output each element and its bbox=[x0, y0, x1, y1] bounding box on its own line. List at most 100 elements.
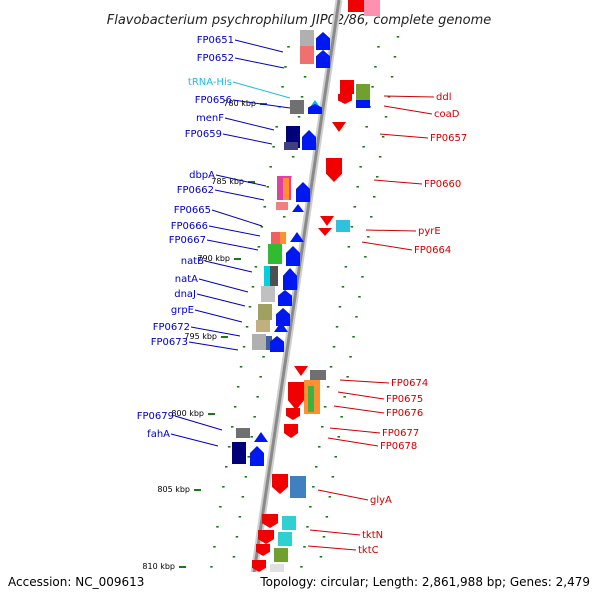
gene-feature[interactable] bbox=[292, 204, 304, 212]
gene-feature[interactable] bbox=[284, 142, 298, 150]
gene-feature[interactable] bbox=[338, 94, 352, 104]
gene-feature[interactable] bbox=[278, 290, 292, 306]
label-leader-line bbox=[379, 133, 429, 139]
gene-feature[interactable] bbox=[274, 322, 288, 332]
label-leader-line bbox=[194, 309, 243, 323]
gene-feature[interactable] bbox=[266, 336, 272, 350]
gene-feature[interactable] bbox=[252, 560, 266, 572]
gene-feature[interactable] bbox=[270, 336, 284, 352]
gene-label-fp0664[interactable]: FP0664 bbox=[414, 245, 451, 256]
gene-feature[interactable] bbox=[356, 84, 370, 100]
gene-label-pyre[interactable]: pyrE bbox=[418, 226, 441, 237]
gene-label-coad[interactable]: coaD bbox=[434, 109, 460, 120]
gene-feature[interactable] bbox=[348, 0, 364, 12]
gene-label-fp0656[interactable]: FP0656 bbox=[195, 95, 232, 106]
gene-feature[interactable] bbox=[276, 308, 290, 326]
gene-feature[interactable] bbox=[256, 320, 270, 332]
gene-feature[interactable] bbox=[308, 386, 314, 412]
track-dot bbox=[374, 66, 377, 68]
gene-feature[interactable] bbox=[232, 442, 246, 464]
gene-feature[interactable] bbox=[300, 30, 314, 46]
gene-feature[interactable] bbox=[290, 100, 304, 114]
gene-feature[interactable] bbox=[284, 424, 298, 438]
kbp-tick-mark bbox=[179, 566, 186, 568]
gene-feature[interactable] bbox=[332, 122, 346, 132]
gene-feature[interactable] bbox=[340, 80, 354, 94]
gene-label-fp0679[interactable]: FP0679 bbox=[137, 411, 174, 422]
track-dot bbox=[329, 366, 333, 368]
gene-label-fp0673[interactable]: FP0673 bbox=[151, 337, 188, 348]
gene-label-dnaj[interactable]: dnaJ bbox=[174, 289, 196, 300]
gene-feature[interactable] bbox=[274, 548, 288, 562]
gene-feature[interactable] bbox=[310, 370, 326, 380]
gene-feature[interactable] bbox=[300, 46, 314, 64]
gene-feature[interactable] bbox=[326, 158, 342, 182]
gene-feature[interactable] bbox=[364, 0, 380, 16]
label-leader-line bbox=[373, 179, 423, 185]
gene-feature[interactable] bbox=[316, 32, 330, 50]
track-dot bbox=[361, 276, 364, 278]
gene-label-fp0666[interactable]: FP0666 bbox=[171, 221, 208, 232]
track-dot bbox=[291, 156, 295, 158]
gene-feature[interactable] bbox=[288, 382, 304, 410]
gene-feature[interactable] bbox=[258, 530, 274, 544]
gene-feature[interactable] bbox=[280, 232, 286, 244]
gene-feature[interactable] bbox=[276, 202, 288, 210]
gene-label-fp0676[interactable]: FP0676 bbox=[386, 408, 423, 419]
label-leader-line bbox=[196, 293, 246, 307]
gene-feature[interactable] bbox=[261, 286, 275, 302]
gene-label-menf[interactable]: menF bbox=[196, 113, 224, 124]
gene-feature[interactable] bbox=[268, 244, 282, 264]
gene-feature[interactable] bbox=[282, 516, 296, 530]
gene-feature[interactable] bbox=[286, 408, 300, 420]
gene-label-fp0662[interactable]: FP0662 bbox=[177, 185, 214, 196]
gene-label-fp0660[interactable]: FP0660 bbox=[424, 179, 461, 190]
gene-feature[interactable] bbox=[278, 532, 292, 546]
gene-label-fp0652[interactable]: FP0652 bbox=[197, 53, 234, 64]
gene-label-dbpa[interactable]: dbpA bbox=[189, 170, 215, 181]
gene-feature[interactable] bbox=[302, 130, 316, 150]
gene-label-fp0672[interactable]: FP0672 bbox=[153, 322, 190, 333]
gene-label-fp0651[interactable]: FP0651 bbox=[197, 35, 234, 46]
gene-label-fp0677[interactable]: FP0677 bbox=[382, 428, 419, 439]
gene-label-fp0674[interactable]: FP0674 bbox=[391, 378, 428, 389]
gene-label-grpe[interactable]: grpE bbox=[171, 305, 194, 316]
gene-label-tktn[interactable]: tktN bbox=[362, 530, 383, 541]
gene-label-trna-his[interactable]: tRNA-His bbox=[188, 77, 232, 88]
gene-label-ddl[interactable]: ddl bbox=[436, 92, 451, 103]
gene-feature[interactable] bbox=[256, 544, 270, 556]
gene-label-fp0657[interactable]: FP0657 bbox=[430, 133, 467, 144]
gene-feature[interactable] bbox=[336, 220, 350, 232]
gene-feature[interactable] bbox=[236, 428, 250, 438]
gene-feature[interactable] bbox=[283, 178, 289, 200]
gene-feature[interactable] bbox=[283, 268, 297, 290]
gene-feature[interactable] bbox=[290, 476, 306, 498]
gene-feature[interactable] bbox=[250, 446, 264, 466]
gene-label-tktc[interactable]: tktC bbox=[358, 545, 379, 556]
gene-feature[interactable] bbox=[356, 100, 370, 108]
gene-label-faha[interactable]: fahA bbox=[147, 429, 170, 440]
gene-feature[interactable] bbox=[308, 104, 322, 114]
gene-label-fp0659[interactable]: FP0659 bbox=[185, 129, 222, 140]
gene-feature[interactable] bbox=[294, 366, 308, 376]
gene-label-fp0665[interactable]: FP0665 bbox=[174, 205, 211, 216]
gene-label-fp0667[interactable]: FP0667 bbox=[169, 235, 206, 246]
gene-feature[interactable] bbox=[262, 514, 278, 528]
gene-feature[interactable] bbox=[258, 304, 272, 320]
gene-label-natb[interactable]: natB bbox=[181, 256, 204, 267]
gene-label-nata[interactable]: natA bbox=[175, 274, 198, 285]
gene-feature[interactable] bbox=[290, 232, 304, 242]
gene-label-fp0675[interactable]: FP0675 bbox=[386, 394, 423, 405]
gene-feature[interactable] bbox=[254, 432, 268, 442]
gene-feature[interactable] bbox=[296, 182, 310, 202]
gene-feature[interactable] bbox=[318, 228, 332, 236]
gene-feature[interactable] bbox=[316, 50, 330, 68]
track-dot bbox=[306, 526, 309, 528]
gene-feature[interactable] bbox=[320, 216, 334, 226]
gene-feature[interactable] bbox=[272, 474, 288, 494]
gene-label-fp0678[interactable]: FP0678 bbox=[380, 441, 417, 452]
gene-feature[interactable] bbox=[286, 246, 300, 266]
gene-label-glya[interactable]: glyA bbox=[370, 495, 392, 506]
gene-feature[interactable] bbox=[270, 266, 278, 286]
gene-feature[interactable] bbox=[252, 334, 266, 350]
